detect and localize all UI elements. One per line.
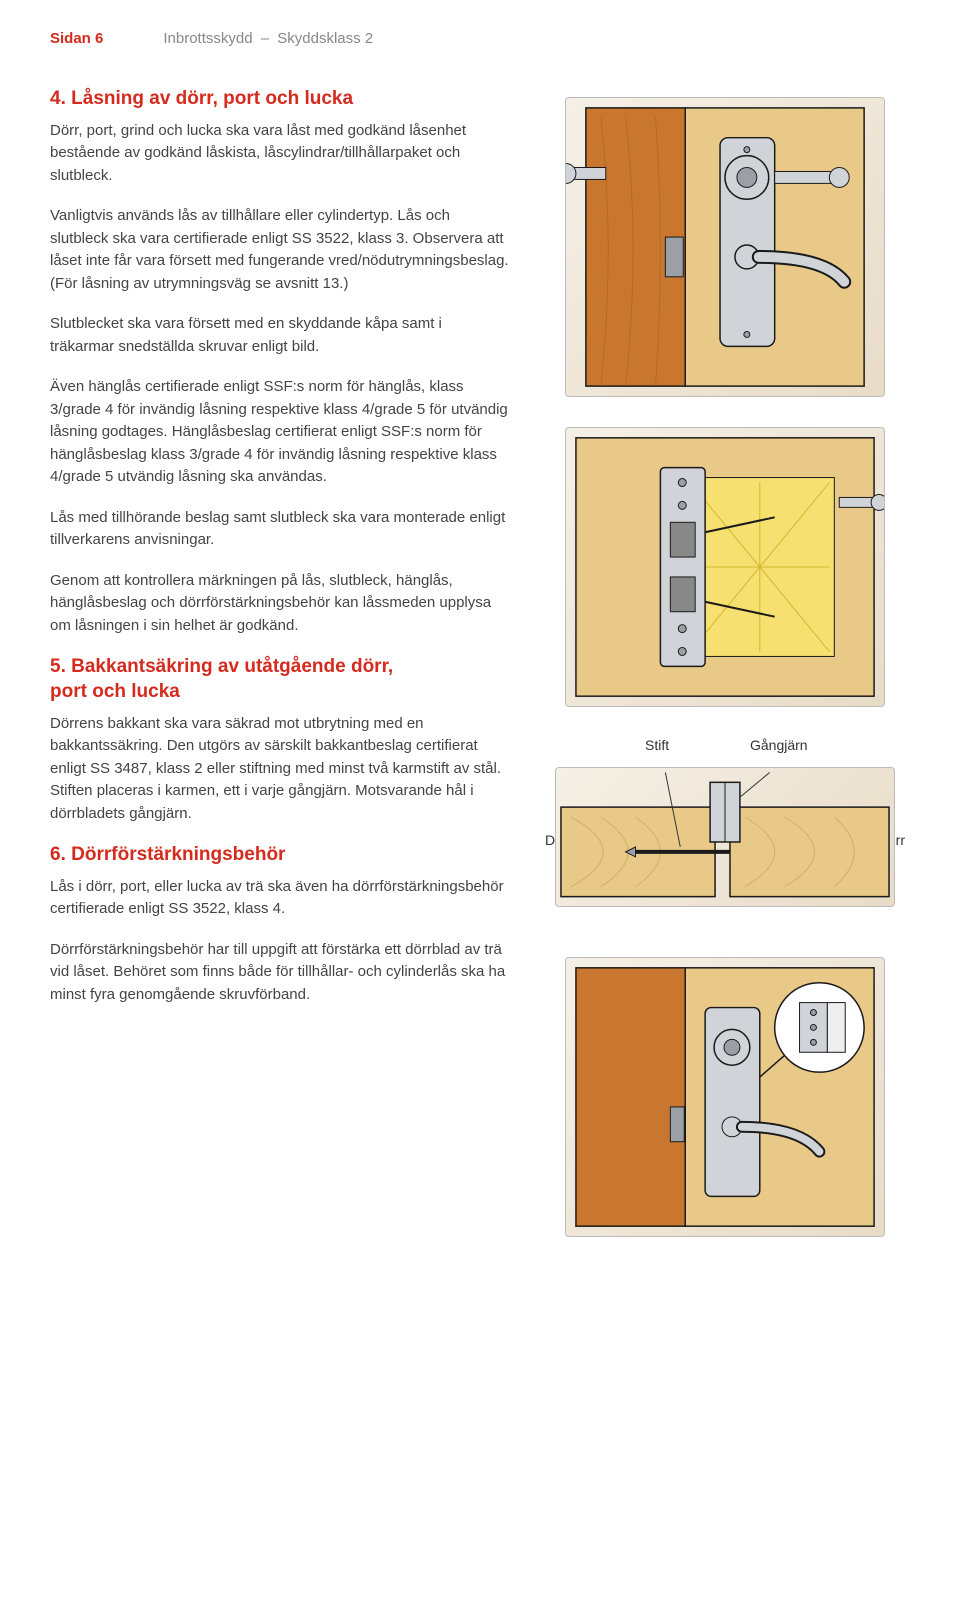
figure-door-reinforcement [565, 957, 885, 1237]
breadcrumb-part-2: Skyddsklass 2 [277, 30, 373, 47]
section-6-heading: 6. Dörrförstärkningsbehör [50, 843, 510, 868]
figure-strike-plate [565, 427, 885, 707]
figure-hinge-pin: Stift Gångjärn Dörrkarm Dörr [555, 737, 895, 917]
section-6-title: Dörrförstärkningsbehör [71, 844, 285, 865]
strike-plate-icon [566, 427, 884, 707]
section-4-p4: Även hänglås certifierade enligt SSF:s n… [50, 376, 510, 489]
section-4-p1: Dörr, port, grind och lucka ska vara lås… [50, 120, 510, 188]
breadcrumb-part-1: Inbrottsskydd [163, 30, 252, 47]
section-4-p6: Genom att kontrollera märkningen på lås,… [50, 570, 510, 638]
breadcrumb-separator: – [261, 30, 269, 47]
figure-column: Stift Gångjärn Dörrkarm Dörr [540, 87, 910, 1237]
text-column: 4. Låsning av dörr, port och lucka Dörr,… [50, 87, 510, 1237]
door-reinforcement-icon [566, 957, 884, 1237]
section-4-p3: Slutblecket ska vara försett med en skyd… [50, 313, 510, 358]
section-6-p1: Lås i dörr, port, eller lucka av trä ska… [50, 876, 510, 921]
section-5-p1: Dörrens bakkant ska vara säkrad mot utbr… [50, 713, 510, 826]
section-5-heading: 5. Bakkantsäkring av utåtgående dörr, po… [50, 655, 510, 704]
label-stift: Stift [645, 737, 669, 753]
section-4-p2: Vanligtvis används lås av tillhållare el… [50, 205, 510, 295]
main-content: 4. Låsning av dörr, port och lucka Dörr,… [50, 87, 910, 1237]
section-5-title-line1: Bakkantsäkring av utåtgående dörr, [71, 656, 393, 677]
section-4-heading: 4. Låsning av dörr, port och lucka [50, 87, 510, 112]
section-5-title-line2: port och lucka [50, 681, 180, 702]
label-gangjarn: Gångjärn [750, 737, 808, 753]
section-4-p5: Lås med tillhörande beslag samt slutblec… [50, 507, 510, 552]
section-6-p2: Dörrförstärkningsbehör har till uppgift … [50, 939, 510, 1007]
hinge-pin-icon [556, 767, 894, 907]
page-number: Sidan 6 [50, 30, 103, 47]
figure-door-lock [565, 97, 885, 397]
page-header: Sidan 6 Inbrottsskydd – Skyddsklass 2 [50, 30, 910, 47]
section-6-number: 6. [50, 844, 66, 865]
section-4-number: 4. [50, 88, 66, 109]
section-5-number: 5. [50, 656, 66, 677]
section-4-title: Låsning av dörr, port och lucka [71, 88, 353, 109]
breadcrumb: Inbrottsskydd – Skyddsklass 2 [163, 30, 373, 47]
door-lock-icon [566, 97, 884, 397]
